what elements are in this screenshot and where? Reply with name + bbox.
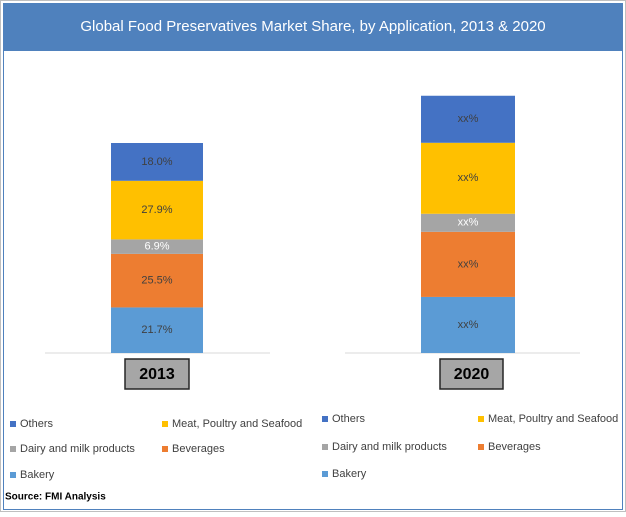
plot-border bbox=[3, 50, 623, 510]
legend-swatch bbox=[322, 471, 328, 477]
legend-swatch bbox=[322, 416, 328, 422]
data-label: 25.5% bbox=[141, 275, 172, 287]
legend-swatch bbox=[478, 444, 484, 450]
data-label: 21.7% bbox=[141, 324, 172, 336]
legend-label: Dairy and milk products bbox=[20, 443, 135, 455]
bar-segment bbox=[111, 253, 203, 308]
data-label: 18.0% bbox=[141, 156, 172, 168]
legend-label: Meat, Poultry and Seafood bbox=[488, 413, 618, 425]
legend-swatch bbox=[10, 472, 16, 478]
bar-segment bbox=[111, 143, 203, 181]
chart-title: Global Food Preservatives Market Share, … bbox=[80, 18, 545, 35]
category-label: 2013 bbox=[139, 366, 175, 383]
category-box bbox=[439, 358, 504, 390]
legend-swatch bbox=[322, 444, 328, 450]
data-label: 6.9% bbox=[144, 241, 169, 253]
data-label: xx% bbox=[458, 113, 479, 125]
legend-label: Others bbox=[332, 413, 366, 425]
data-label: xx% bbox=[458, 258, 479, 270]
category-label: 2020 bbox=[454, 366, 490, 383]
legend-label: Beverages bbox=[488, 441, 541, 453]
bar-segment bbox=[421, 296, 515, 353]
legend-swatch bbox=[478, 416, 484, 422]
data-label: xx% bbox=[458, 217, 479, 229]
legend-swatch bbox=[162, 446, 168, 452]
legend-swatch bbox=[162, 421, 168, 427]
legend-label: Beverages bbox=[172, 443, 225, 455]
category-box bbox=[124, 358, 190, 390]
bar-segment bbox=[111, 239, 203, 254]
legend-swatch bbox=[10, 446, 16, 452]
bar-segment bbox=[421, 95, 515, 143]
source: Source: FMI Analysis bbox=[5, 492, 106, 503]
bar-segment bbox=[111, 180, 203, 240]
title-banner bbox=[3, 3, 623, 50]
bar-segment bbox=[421, 213, 515, 232]
legend-label: Dairy and milk products bbox=[332, 441, 447, 453]
bar-segment bbox=[111, 307, 203, 353]
legend-swatch bbox=[10, 421, 16, 427]
legend-label: Bakery bbox=[332, 468, 367, 480]
data-label: 27.9% bbox=[141, 204, 172, 216]
data-label: xx% bbox=[458, 172, 479, 184]
bar-segment bbox=[421, 142, 515, 214]
data-label: xx% bbox=[458, 319, 479, 331]
legend-label: Others bbox=[20, 418, 54, 430]
legend-label: Meat, Poultry and Seafood bbox=[172, 418, 302, 430]
bar-segment bbox=[421, 231, 515, 297]
legend-label: Bakery bbox=[20, 469, 55, 481]
